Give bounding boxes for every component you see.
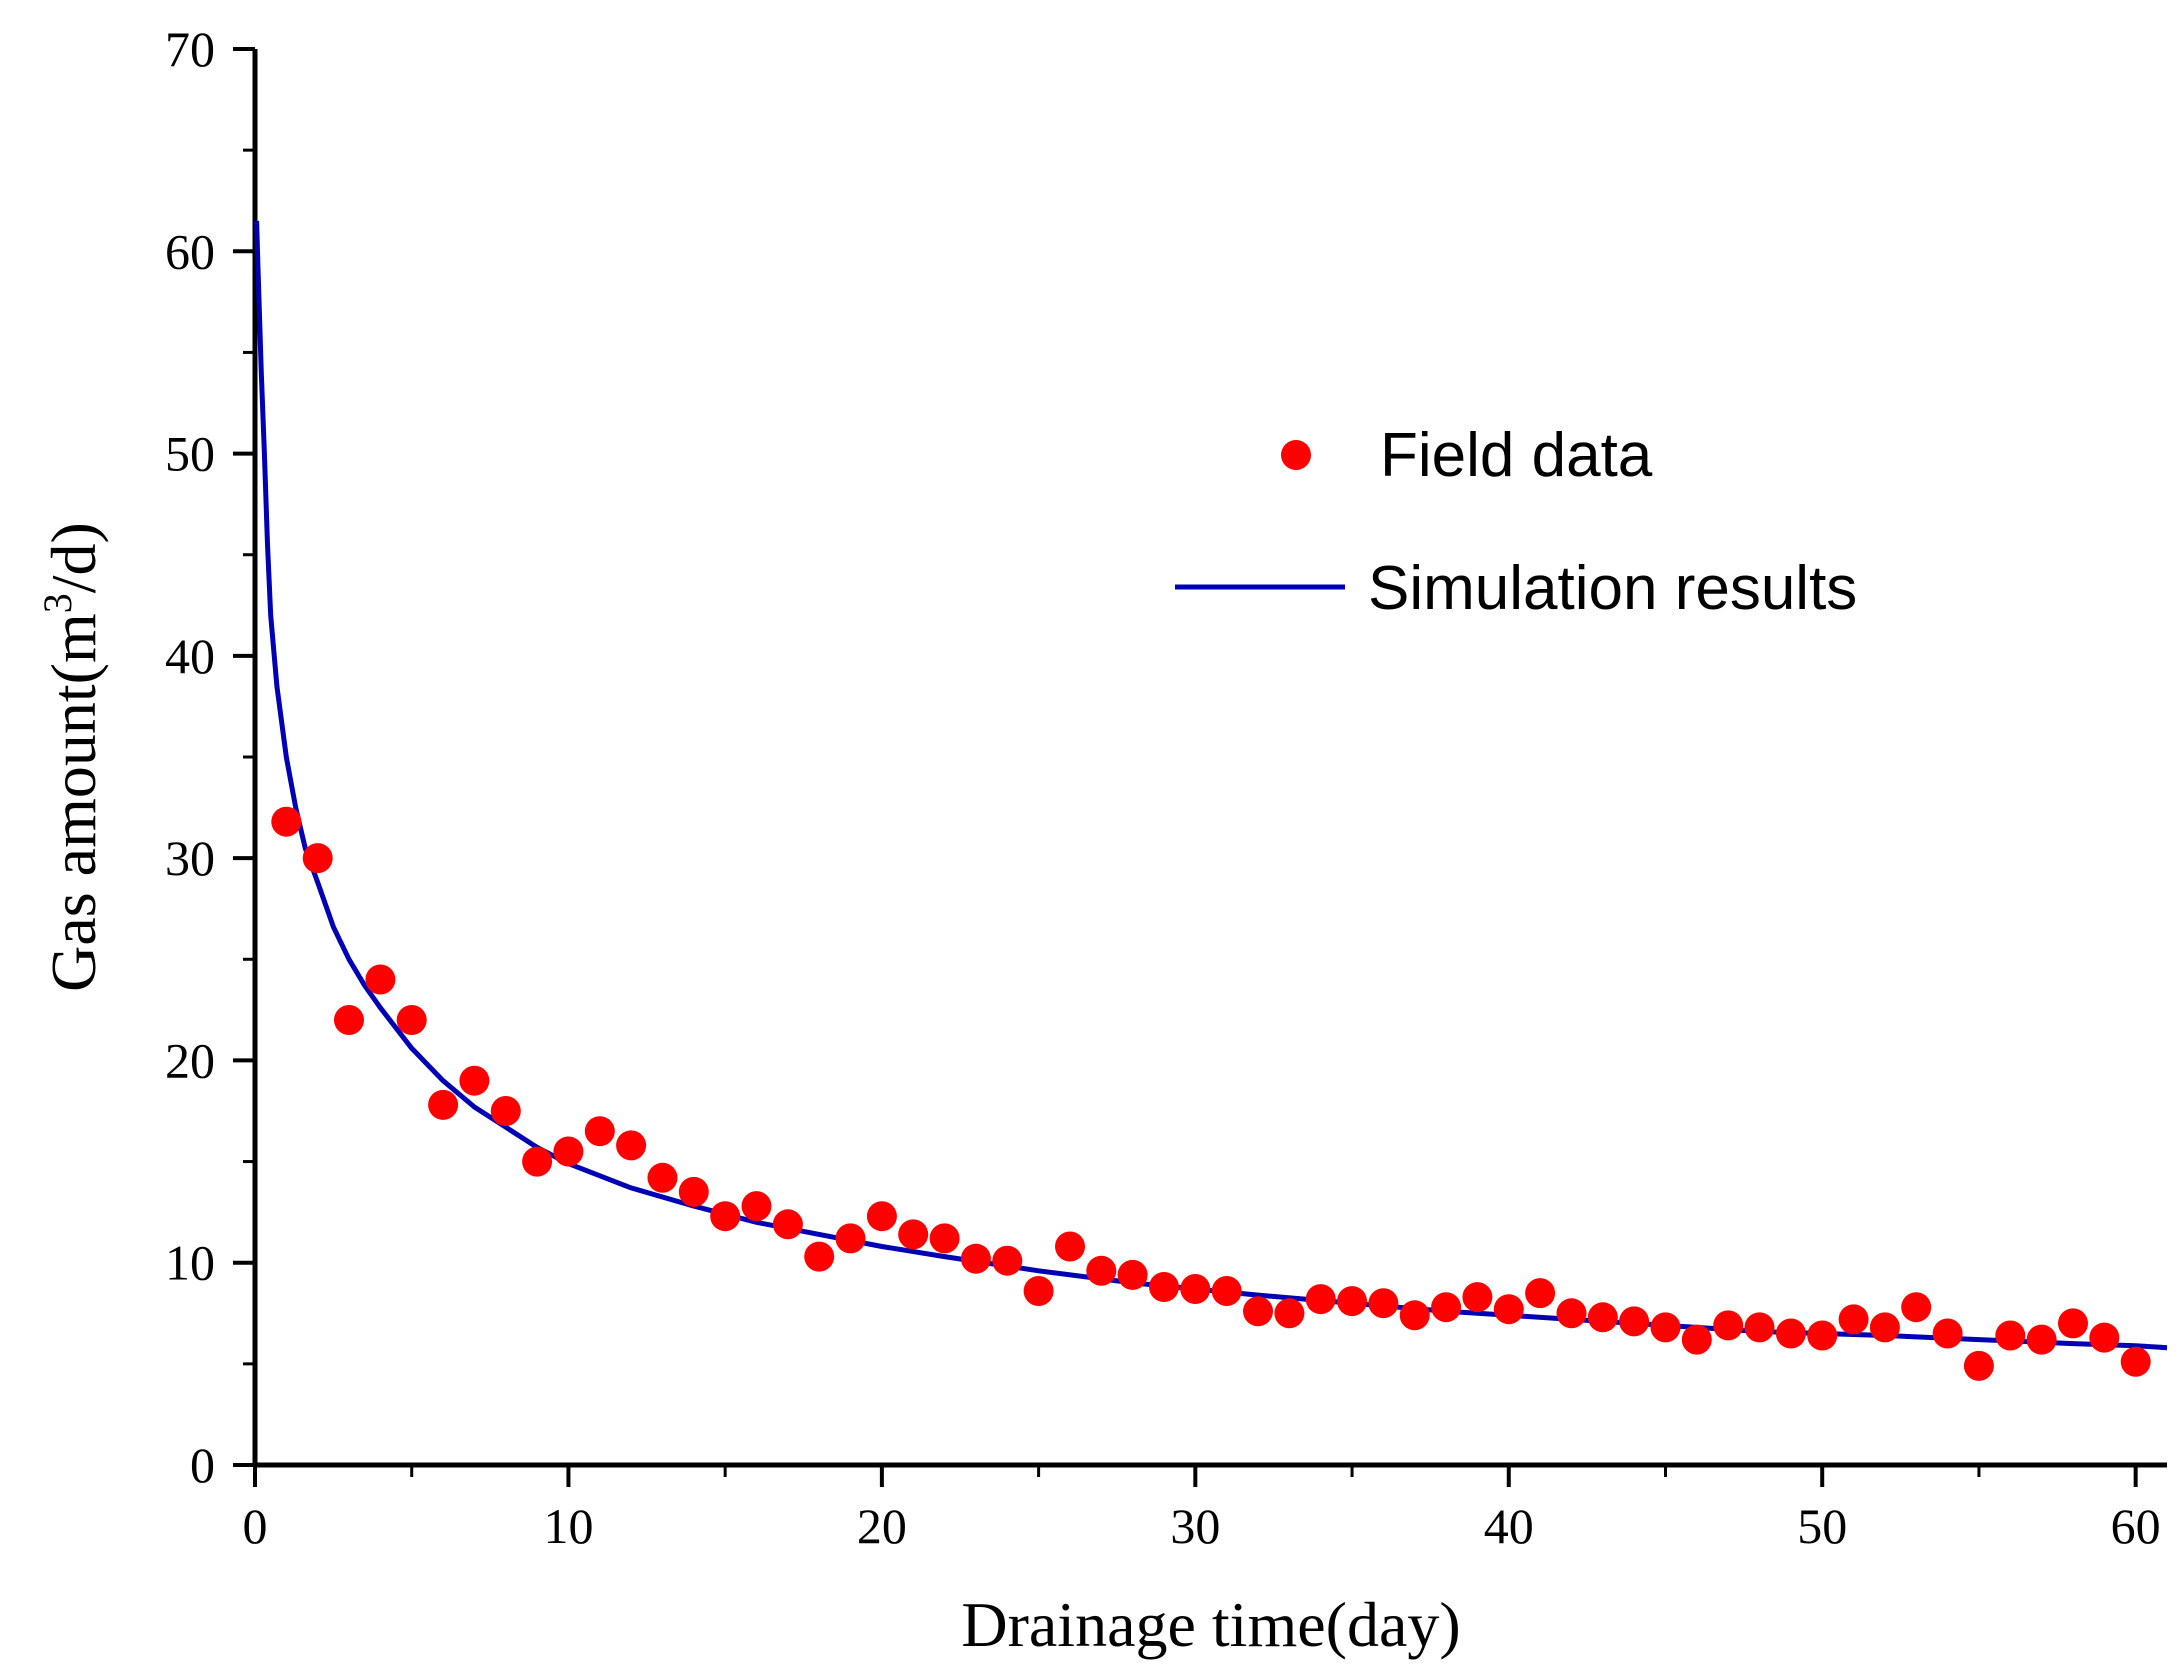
y-tick-label: 40 [165, 628, 215, 684]
field-data-point [1807, 1320, 1838, 1351]
field-data-point [1117, 1259, 1148, 1290]
field-data-point [1023, 1276, 1054, 1306]
y-tick-label: 50 [165, 426, 215, 482]
field-data-point [302, 843, 333, 874]
field-data-point [710, 1201, 741, 1232]
field-data-point [459, 1065, 490, 1096]
y-tick-label: 20 [165, 1032, 215, 1088]
x-tick-label: 40 [1484, 1498, 1534, 1554]
field-data-point [1713, 1310, 1744, 1341]
legend-marker-field-data [1281, 440, 1311, 470]
field-data-point [678, 1176, 709, 1207]
x-tick-label: 60 [2111, 1498, 2161, 1554]
axes [252, 49, 2167, 1468]
y-tick-label: 10 [165, 1235, 215, 1291]
field-data-point [1525, 1278, 1556, 1309]
field-data-point [616, 1130, 647, 1161]
field-data-point [1869, 1312, 1900, 1343]
field-data-point [1493, 1294, 1524, 1325]
field-data-point [1995, 1320, 2026, 1351]
x-tick-label: 30 [1170, 1498, 1220, 1554]
field-data-point [1243, 1296, 1273, 1327]
field-data-point [741, 1191, 772, 1222]
y-axis-title-end: /d) [38, 522, 109, 593]
field-data-point [1149, 1272, 1179, 1302]
field-data-point [960, 1243, 991, 1274]
x-tick-label: 20 [857, 1498, 907, 1554]
x-tick-label: 10 [543, 1498, 593, 1554]
y-axis-title: Gas amount(m3/d) [35, 522, 109, 992]
field-data-point [1619, 1306, 1650, 1337]
x-tick-label: 0 [243, 1498, 268, 1554]
field-data-point [647, 1162, 678, 1193]
field-data-point [1211, 1276, 1242, 1306]
field-data-point [2058, 1308, 2088, 1339]
field-data-point [1838, 1304, 1869, 1335]
y-axis-title-superscript: 3 [35, 593, 80, 613]
field-data-series [271, 806, 2151, 1381]
x-tick-label: 50 [1797, 1498, 1847, 1554]
field-data-point [1775, 1318, 1806, 1349]
field-data-point [1901, 1292, 1932, 1323]
tick-labels: 0 10 20 30 40 50 60 0 10 20 30 40 50 60 70 [165, 21, 2161, 1554]
field-data-point [396, 1005, 427, 1035]
field-data-point [1055, 1231, 1085, 1262]
field-data-point [490, 1096, 521, 1126]
y-axis-title-main: Gas amount(m [38, 613, 109, 992]
field-data-point [929, 1223, 960, 1254]
field-data-point [553, 1136, 584, 1167]
y-tick-label: 60 [165, 223, 215, 279]
field-data-point [804, 1241, 835, 1272]
field-data-point [1180, 1274, 1211, 1304]
field-data-point [1556, 1298, 1587, 1329]
simulation-series [254, 220, 2168, 1351]
field-data-point [1462, 1282, 1493, 1313]
field-data-point [772, 1209, 803, 1240]
field-data-point [1274, 1298, 1305, 1329]
field-data-point [1399, 1300, 1430, 1331]
field-data-point [1650, 1312, 1681, 1343]
field-data-point [1368, 1288, 1399, 1319]
legend-label-field-data: Field data [1380, 421, 1653, 490]
field-data-point [428, 1089, 459, 1120]
x-axis-title: Drainage time(day) [961, 1589, 1460, 1660]
field-data-point [365, 964, 396, 995]
field-data-point [992, 1245, 1023, 1276]
field-data-point [2120, 1346, 2151, 1377]
y-tick-label: 30 [165, 830, 215, 886]
field-data-point [1744, 1312, 1775, 1343]
field-data-point [584, 1116, 615, 1147]
field-data-point [1587, 1302, 1618, 1333]
legend-label-simulation-results: Simulation results [1368, 554, 1857, 623]
field-data-point [1681, 1324, 1712, 1355]
field-data-point [1431, 1292, 1462, 1323]
y-tick-label: 70 [165, 21, 215, 77]
field-data-point [334, 1005, 364, 1035]
tick-marks [233, 47, 2138, 1487]
field-data-point [898, 1219, 929, 1250]
field-data-point [1305, 1284, 1336, 1315]
field-data-point [271, 806, 302, 837]
y-tick-label: 0 [190, 1437, 215, 1493]
field-data-point [1932, 1318, 1963, 1349]
field-data-point [522, 1146, 553, 1177]
field-data-point [2026, 1324, 2057, 1355]
simulation-line [254, 220, 2168, 1351]
field-data-point [835, 1223, 866, 1254]
field-data-point [2089, 1322, 2120, 1353]
field-data-point [1337, 1286, 1367, 1317]
field-data-point [1086, 1255, 1117, 1286]
legend: Field data Simulation results [1175, 421, 1857, 623]
field-data-point [1963, 1350, 1994, 1381]
field-data-point [866, 1201, 897, 1232]
